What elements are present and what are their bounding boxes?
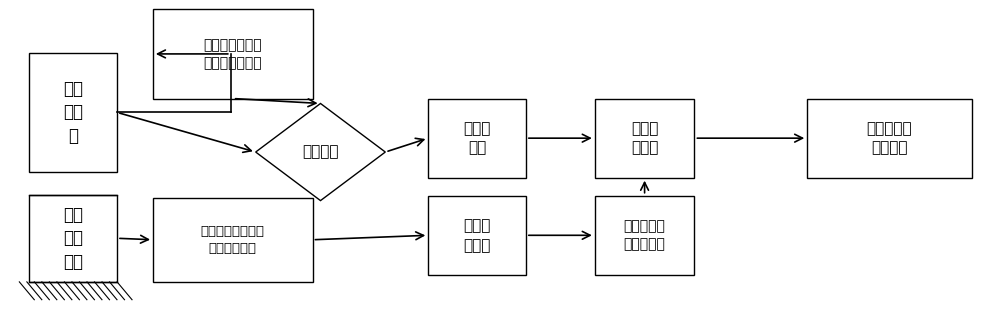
Bar: [595, 196, 694, 275]
Text: 频谱阈
值判断: 频谱阈 值判断: [463, 218, 491, 253]
Bar: [29, 195, 117, 282]
Text: 三轴
陀螺
仪: 三轴 陀螺 仪: [63, 80, 83, 145]
Polygon shape: [256, 104, 385, 201]
Text: 环形焊缝、
法兰等检测: 环形焊缝、 法兰等检测: [624, 219, 666, 251]
Bar: [428, 99, 526, 178]
Bar: [153, 198, 313, 282]
Text: 静态下陀螺角速
率平方计算阈值: 静态下陀螺角速 率平方计算阈值: [203, 38, 262, 70]
Bar: [153, 9, 313, 99]
Bar: [428, 196, 526, 275]
Bar: [29, 53, 117, 172]
Bar: [595, 99, 694, 178]
Text: 管道连接器
检测结果: 管道连接器 检测结果: [867, 121, 912, 156]
Text: 检测结
果合并: 检测结 果合并: [631, 121, 658, 156]
Bar: [807, 99, 972, 178]
Text: 阈值比较: 阈值比较: [302, 145, 339, 160]
Text: 弯管道
检测: 弯管道 检测: [463, 121, 491, 156]
Text: 三轴
加速
度计: 三轴 加速 度计: [63, 206, 83, 271]
Text: 快速正交搜索提取
信号时频特性: 快速正交搜索提取 信号时频特性: [201, 225, 265, 255]
